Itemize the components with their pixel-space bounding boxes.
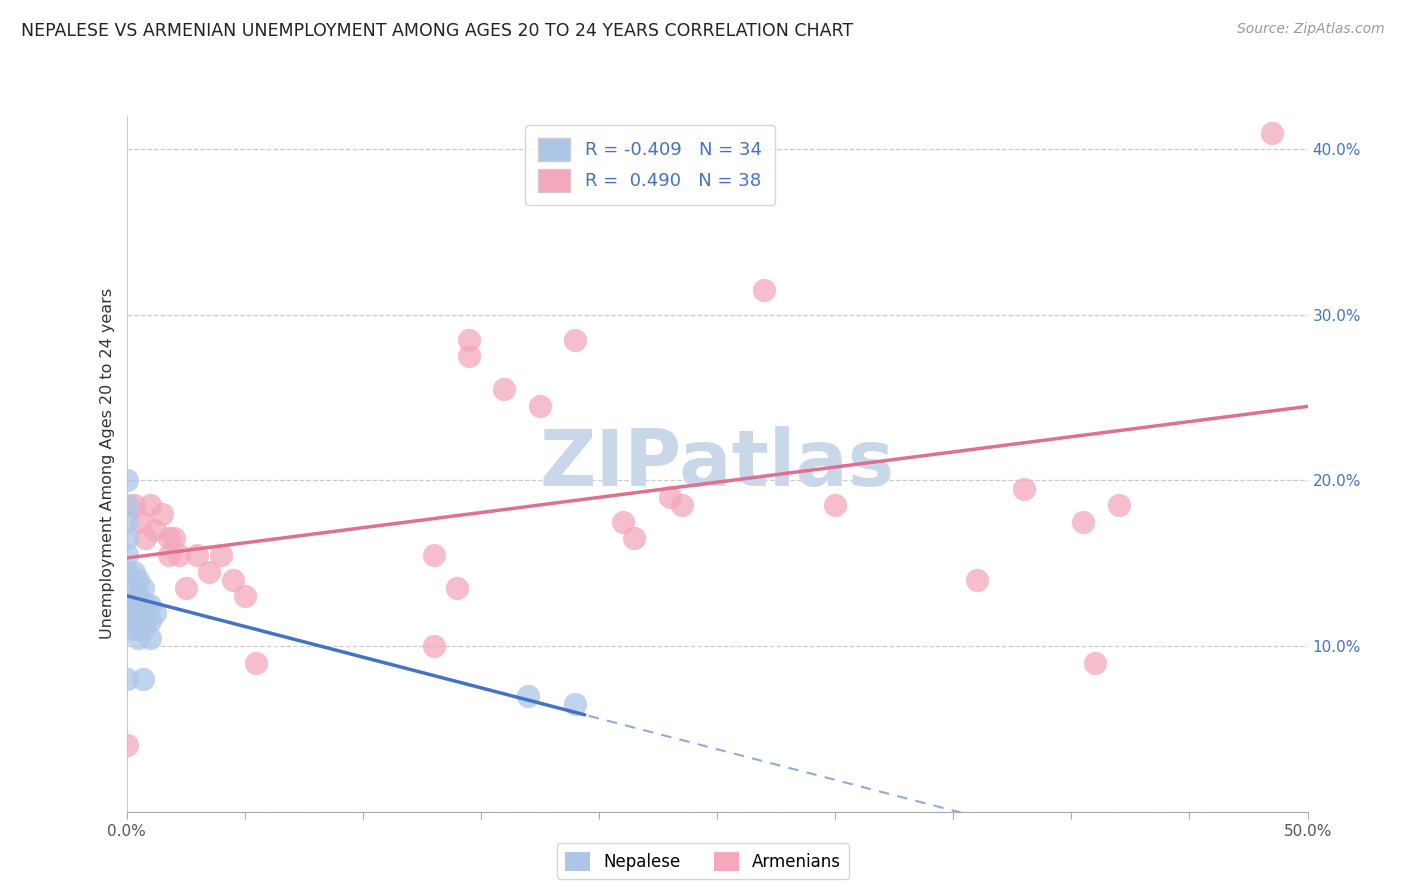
Point — [174, 581, 197, 595]
Point — [115, 548, 138, 562]
Point — [1071, 515, 1094, 529]
Point — [139, 498, 162, 512]
Point — [115, 581, 138, 595]
Point — [1261, 126, 1284, 140]
Point — [422, 548, 444, 562]
Point — [127, 590, 149, 604]
Point — [612, 515, 634, 529]
Point — [754, 283, 776, 297]
Point — [150, 507, 173, 521]
Point — [233, 590, 256, 604]
Text: Source: ZipAtlas.com: Source: ZipAtlas.com — [1237, 22, 1385, 37]
Point — [1108, 498, 1130, 512]
Point — [623, 532, 645, 546]
Point — [198, 565, 221, 579]
Point — [157, 548, 180, 562]
Point — [1012, 482, 1035, 496]
Point — [446, 581, 468, 595]
Point — [115, 474, 138, 488]
Point — [167, 548, 190, 562]
Legend: Nepalese, Armenians: Nepalese, Armenians — [557, 843, 849, 880]
Point — [127, 573, 149, 587]
Point — [824, 498, 846, 512]
Point — [143, 523, 166, 537]
Point — [157, 532, 180, 546]
Point — [115, 565, 138, 579]
Point — [564, 333, 586, 347]
Text: NEPALESE VS ARMENIAN UNEMPLOYMENT AMONG AGES 20 TO 24 YEARS CORRELATION CHART: NEPALESE VS ARMENIAN UNEMPLOYMENT AMONG … — [21, 22, 853, 40]
Point — [494, 382, 516, 396]
Point — [139, 598, 162, 612]
Point — [122, 598, 145, 612]
Point — [115, 672, 138, 686]
Point — [129, 515, 152, 529]
Point — [132, 606, 155, 620]
Point — [209, 548, 232, 562]
Point — [115, 515, 138, 529]
Point — [458, 333, 481, 347]
Y-axis label: Unemployment Among Ages 20 to 24 years: Unemployment Among Ages 20 to 24 years — [100, 288, 115, 640]
Point — [163, 532, 186, 546]
Point — [222, 573, 245, 587]
Point — [658, 490, 681, 504]
Point — [134, 614, 156, 628]
Point — [122, 498, 145, 512]
Point — [127, 606, 149, 620]
Point — [422, 639, 444, 653]
Point — [122, 623, 145, 637]
Point — [122, 614, 145, 628]
Point — [122, 606, 145, 620]
Point — [127, 598, 149, 612]
Text: ZIPatlas: ZIPatlas — [540, 425, 894, 502]
Point — [143, 606, 166, 620]
Point — [132, 581, 155, 595]
Point — [115, 532, 138, 546]
Point — [132, 672, 155, 686]
Point — [245, 656, 267, 670]
Point — [132, 614, 155, 628]
Point — [115, 498, 138, 512]
Point — [139, 614, 162, 628]
Point — [127, 631, 149, 645]
Point — [132, 598, 155, 612]
Point — [458, 349, 481, 363]
Point — [966, 573, 988, 587]
Point — [134, 532, 156, 546]
Point — [671, 498, 693, 512]
Point — [122, 581, 145, 595]
Point — [529, 399, 551, 413]
Point — [122, 565, 145, 579]
Point — [134, 598, 156, 612]
Point — [564, 697, 586, 711]
Point — [1084, 656, 1107, 670]
Legend: R = -0.409   N = 34, R =  0.490   N = 38: R = -0.409 N = 34, R = 0.490 N = 38 — [526, 125, 775, 205]
Point — [115, 739, 138, 753]
Point — [139, 631, 162, 645]
Point — [132, 623, 155, 637]
Point — [186, 548, 208, 562]
Point — [127, 623, 149, 637]
Point — [517, 689, 540, 703]
